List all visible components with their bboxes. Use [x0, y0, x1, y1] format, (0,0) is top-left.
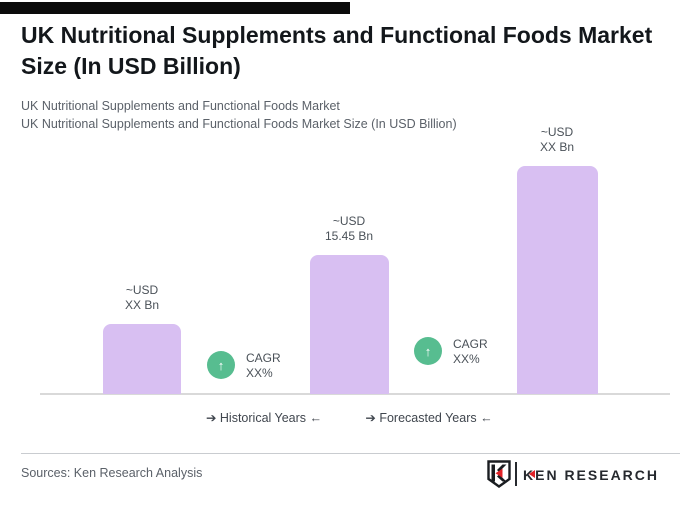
cagr-up-arrow-icon: ↑: [414, 337, 442, 365]
bar-chart: ~USD XX Bn ~USD 15.45 Bn ~USD XX Bn ↑ CAGR XX% ↑ C…: [0, 120, 700, 430]
logo-wordmark: KEN RESEARCH: [523, 467, 660, 483]
chart-subtitle-line-2: UK Nutritional Supplements and Functiona…: [21, 117, 457, 131]
axis-group-label-forecasted-years: ➔ Forecasted Years ←: [365, 411, 493, 425]
cagr-label: CAGR XX%: [246, 351, 281, 380]
axis-group-label-historical-years: ➔ Historical Years ←: [205, 411, 323, 425]
bar-historical-start: [103, 324, 181, 394]
cagr-label: CAGR XX%: [453, 337, 488, 366]
x-axis-line: [40, 393, 670, 395]
sources-text: Sources: Ken Research Analysis: [21, 466, 203, 480]
bar-historical-end: [309, 255, 389, 394]
logo-separator-bar: [515, 462, 517, 486]
bar-forecast-end: [516, 166, 598, 394]
footer-divider: [21, 453, 680, 454]
ken-research-emblem-icon: [487, 460, 511, 488]
bar-value-label-historical-start: ~USD XX Bn: [124, 283, 160, 312]
page-title: UK Nutritional Supplements and Functiona…: [21, 22, 653, 79]
cagr-up-arrow-icon: ↑: [207, 351, 235, 379]
chart-subtitle-line-1: UK Nutritional Supplements and Functiona…: [21, 99, 340, 113]
logo-k-red-accent-icon: [529, 470, 535, 478]
top-black-bar: [0, 2, 350, 14]
bar-value-label-historical-end: ~USD 15.45 Bn: [324, 214, 374, 243]
ken-research-logo: KEN RESEARCH: [486, 460, 666, 490]
bar-value-label-forecast-end: ~USD XX Bn: [539, 125, 575, 154]
